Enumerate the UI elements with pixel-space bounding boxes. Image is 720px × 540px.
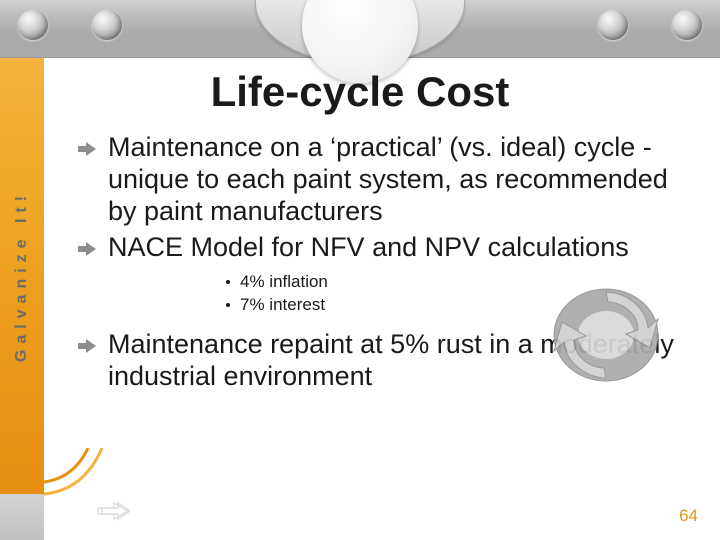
rivet-icon [92,10,122,40]
sub-bullet-text: 7% interest [240,295,325,314]
slide-title: Life-cycle Cost [0,68,720,116]
sub-bullet-text: 4% inflation [240,272,328,291]
bullet-item: Maintenance on a ‘practical’ (vs. ideal)… [78,132,692,228]
cycle-arrows-icon [546,280,666,390]
footer-arrow-icon [96,500,130,522]
arrow-bullet-icon [78,241,96,257]
bullet-text: NACE Model for NFV and NPV calculations [108,232,629,262]
bullet-text: Maintenance on a ‘practical’ (vs. ideal)… [108,132,668,226]
slide-root: Galvanize It! Life-cycle Cost Maintenanc… [0,0,720,540]
arrow-bullet-icon [78,338,96,354]
bullet-item: NACE Model for NFV and NPV calculations [78,232,692,264]
top-metal-bar [0,0,720,58]
rivets-right [598,10,702,40]
rivets-left [18,10,122,40]
tagline-text: Galvanize It! [13,190,31,362]
rivet-icon [672,10,702,40]
center-plate [255,0,465,64]
left-rail: Galvanize It! [0,58,44,494]
rivet-icon [18,10,48,40]
left-rail-foot [0,494,44,540]
page-number: 64 [679,506,698,526]
arrow-bullet-icon [78,141,96,157]
rivet-icon [598,10,628,40]
